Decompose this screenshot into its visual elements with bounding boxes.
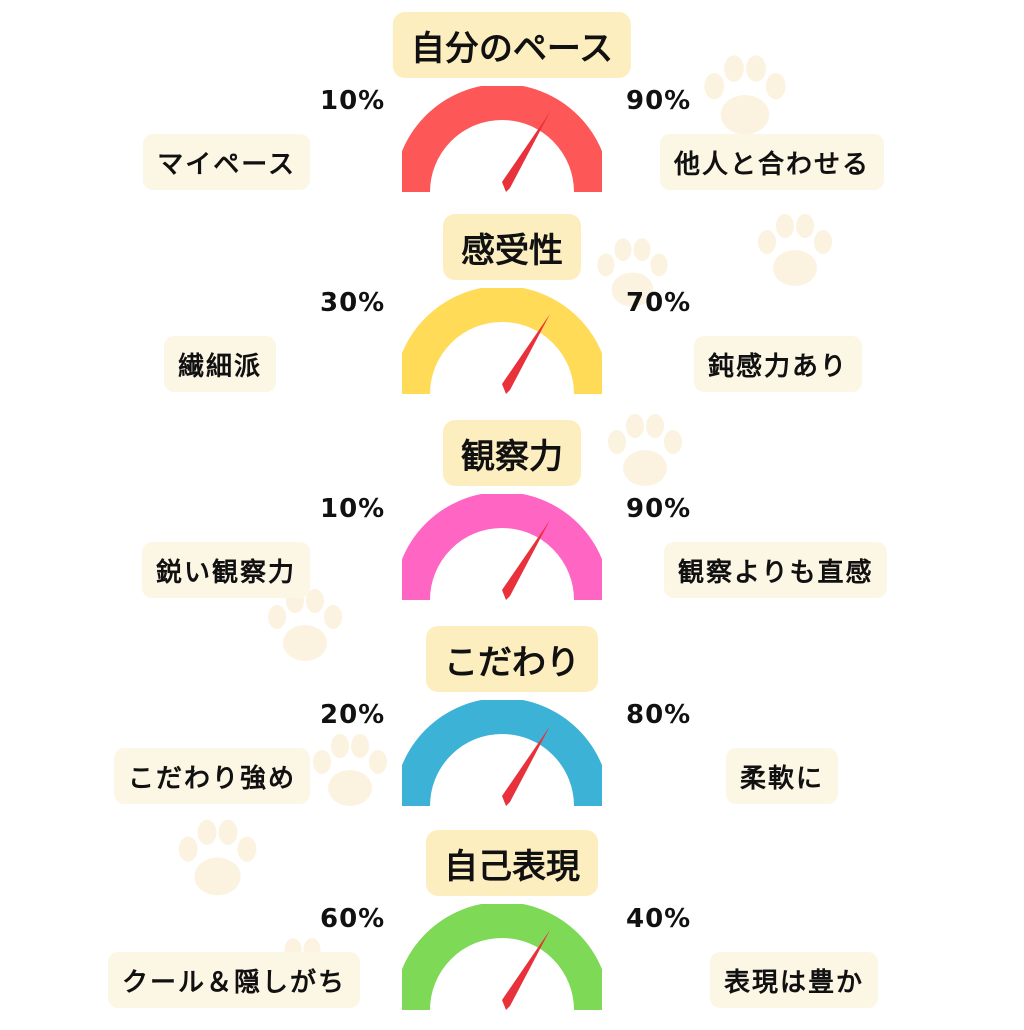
- trait-section-particularity: こだわり 20% 80% こだわり強め 柔軟に: [0, 626, 1024, 826]
- gauge-needle: [502, 930, 550, 1010]
- gauge-needle: [502, 726, 550, 806]
- gauge-meter: [402, 494, 602, 600]
- paw-print-icon: [597, 238, 668, 307]
- right-percent: 90%: [626, 86, 692, 116]
- gauge-meter: [402, 904, 602, 1010]
- left-label: クール＆隠しがち: [107, 952, 360, 1008]
- trait-section-observation: 観察力 10% 90% 鋭い観察力 観察よりも直感: [0, 420, 1024, 620]
- gauge-arc: [402, 494, 602, 600]
- section-title: 感受性: [443, 214, 581, 280]
- gauge-meter: [402, 288, 602, 394]
- gauge-meter: [402, 86, 602, 192]
- left-label: 繊細派: [163, 336, 276, 392]
- left-percent: 10%: [320, 86, 386, 116]
- right-percent: 70%: [626, 288, 692, 318]
- gauge-arc: [402, 288, 602, 394]
- right-label: 観察よりも直感: [664, 542, 888, 598]
- paw-print-icon: [313, 734, 387, 806]
- left-percent: 20%: [320, 700, 386, 730]
- left-percent: 60%: [320, 904, 386, 934]
- paw-print-icon: [178, 819, 257, 896]
- left-label: こだわり強め: [113, 748, 310, 804]
- left-percent: 30%: [320, 288, 386, 318]
- gauge-meter: [402, 700, 602, 806]
- paw-print-icon: [704, 55, 786, 135]
- section-title: 自己表現: [426, 830, 598, 896]
- gauge-needle: [502, 520, 550, 600]
- gauge-needle: [502, 112, 550, 192]
- paw-print-icon: [608, 414, 682, 486]
- right-percent: 90%: [626, 494, 692, 524]
- left-label: 鋭い観察力: [141, 542, 310, 598]
- trait-section-sensitivity: 感受性 30% 70% 繊細派 鈍感力あり: [0, 214, 1024, 414]
- section-title: 観察力: [443, 420, 581, 486]
- right-label: 柔軟に: [726, 748, 839, 804]
- right-label: 表現は豊か: [710, 952, 879, 1008]
- paw-print-icon: [268, 589, 342, 661]
- trait-section-self-expression: 自己表現 60% 40% クール＆隠しがち 表現は豊か: [0, 830, 1024, 1030]
- gauge-needle: [502, 314, 550, 394]
- right-percent: 40%: [626, 904, 692, 934]
- gauge-arc: [402, 904, 602, 1010]
- right-label: 鈍感力あり: [694, 336, 863, 392]
- right-label: 他人と合わせる: [660, 134, 885, 190]
- section-title: 自分のペース: [392, 12, 632, 78]
- gauge-arc: [402, 700, 602, 806]
- paw-print-icon: [758, 214, 832, 286]
- trait-section-pace: 自分のペース 10% 90% マイペース 他人と合わせる: [0, 12, 1024, 212]
- gauge-arc: [402, 86, 602, 192]
- left-percent: 10%: [320, 494, 386, 524]
- right-percent: 80%: [626, 700, 692, 730]
- section-title: こだわり: [426, 626, 598, 692]
- left-label: マイペース: [143, 134, 310, 190]
